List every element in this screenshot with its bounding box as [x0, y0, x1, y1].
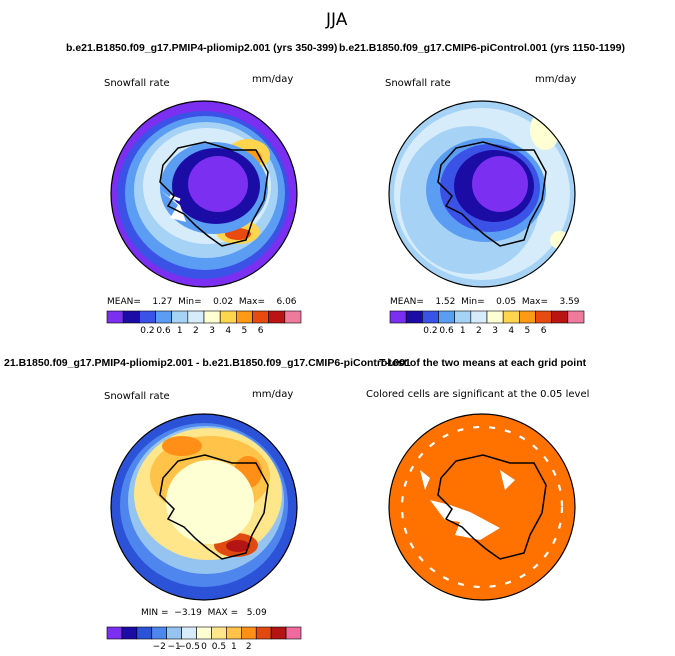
case2-variable-label: Snowfall rate [385, 78, 451, 89]
case2-colorbar-swatch [389, 310, 407, 324]
case2-colorbar-swatch [502, 310, 520, 324]
case2-title: b.e21.B1850.f09_g17.CMIP6-piControl.001 … [339, 42, 625, 54]
diff-colorbar-tick-label: 0 [201, 642, 207, 652]
diff-colorbar-swatch [166, 626, 182, 640]
case1-colorbar-swatch [155, 310, 172, 324]
diff-colorbar-tick-label: −1 [168, 642, 181, 652]
diff-colorbar-swatch [136, 626, 153, 640]
diff-units-label: mm/day [252, 389, 294, 400]
diff-colorbar-swatch [121, 626, 138, 640]
case1-colorbar-tick-label: 4 [225, 326, 231, 336]
case1-colorbar-tick-label: 5 [242, 326, 248, 336]
case2-colorbar-swatch [438, 310, 455, 324]
diff-colorbar-swatch [241, 626, 257, 640]
case1-colorbar-swatch [252, 310, 269, 324]
ttest-map [388, 413, 576, 601]
case1-colorbar-swatch [122, 310, 140, 324]
case1-colorbar: 0.2 0.6 1 2 3 4 5 6 [106, 310, 302, 336]
case1-colorbar-swatch [171, 310, 189, 324]
case2-colorbar-swatch [486, 310, 504, 324]
ttest-note: Colored cells are significant at the 0.0… [366, 389, 590, 400]
diff-title: 21.B1850.f09_g17.PMIP4-pliomip2.001 - b.… [4, 357, 411, 369]
case1-colorbar-swatch [139, 310, 156, 324]
case1-colorbar-swatch [219, 310, 237, 324]
case2-colorbar-swatch [519, 310, 536, 324]
case1-colorbar-swatch [268, 310, 286, 324]
diff-colorbar-swatch [285, 626, 302, 640]
ttest-title: T-test of the two means at each grid poi… [379, 357, 587, 369]
diff-colorbar-swatch [151, 626, 167, 640]
case1-colorbar-swatch [284, 310, 302, 324]
diff-colorbar-tick-label: 2 [246, 642, 252, 652]
case1-map [110, 100, 298, 288]
case2-colorbar-tick-label: 4 [508, 326, 514, 336]
diff-colorbar-tick-label: 1 [231, 642, 237, 652]
case2-colorbar-tick-label: 6 [541, 326, 547, 336]
case2-colorbar-swatch [405, 310, 423, 324]
figure-title: JJA [326, 10, 348, 30]
diff-colorbar-tick-label: −2 [153, 642, 166, 652]
case1-colorbar-tick-label: 3 [209, 326, 215, 336]
case1-colorbar-swatch [187, 310, 205, 324]
diff-colorbar-swatch [181, 626, 197, 640]
case1-stats: MEAN= 1.27 Min= 0.02 Max= 6.06 [107, 297, 297, 307]
case2-colorbar-swatch [454, 310, 472, 324]
case1-colorbar-swatch [203, 310, 221, 324]
case2-units-label: mm/day [535, 74, 577, 85]
diff-colorbar-tick-label: 0.5 [212, 642, 226, 652]
case2-colorbar-tick-label: 3 [492, 326, 498, 336]
case1-colorbar-tick-label: 0.6 [156, 326, 171, 336]
diff-colorbar-swatch [226, 626, 242, 640]
diff-colorbar-swatch [255, 626, 272, 640]
case1-colorbar-tick-label: 1 [177, 326, 183, 336]
difference-map [110, 413, 298, 601]
case1-title: b.e21.B1850.f09_g17.PMIP4-pliomip2.001 (… [66, 42, 338, 54]
case2-colorbar-swatch [567, 310, 585, 324]
case2-stats: MEAN= 1.52 Min= 0.05 Max= 3.59 [390, 297, 580, 307]
diff-variable-label: Snowfall rate [104, 391, 170, 402]
diff-colorbar-swatch [211, 626, 227, 640]
case2-colorbar-swatch [535, 310, 552, 324]
case2-colorbar-tick-label: 2 [476, 326, 482, 336]
diff-colorbar-swatch [196, 626, 212, 640]
case1-units-label: mm/day [252, 74, 294, 85]
case1-colorbar-tick-label: 0.2 [140, 326, 154, 336]
diff-stats: MIN = −3.19 MAX = 5.09 [141, 608, 267, 618]
case2-map [388, 100, 576, 288]
case1-colorbar-tick-label: 6 [258, 326, 264, 336]
diff-colorbar: −2 −1−0.5 0 0.5 1 2 [106, 626, 302, 652]
case1-variable-label: Snowfall rate [104, 78, 170, 89]
case2-colorbar-tick-label: 1 [460, 326, 466, 336]
diff-colorbar-tick-label: −0.5 [178, 642, 200, 652]
case1-colorbar-tick-label: 2 [193, 326, 199, 336]
case2-colorbar-tick-label: 5 [525, 326, 531, 336]
diff-colorbar-swatch [270, 626, 287, 640]
case2-colorbar-swatch [422, 310, 439, 324]
case2-colorbar-swatch [551, 310, 569, 324]
diff-colorbar-swatch [106, 626, 123, 640]
case2-colorbar-swatch [470, 310, 488, 324]
case1-colorbar-swatch [236, 310, 253, 324]
case1-colorbar-swatch [106, 310, 124, 324]
case2-colorbar: 0.2 0.6 1 2 3 4 5 6 [389, 310, 585, 336]
case2-colorbar-tick-label: 0.2 [423, 326, 437, 336]
case2-colorbar-tick-label: 0.6 [439, 326, 454, 336]
